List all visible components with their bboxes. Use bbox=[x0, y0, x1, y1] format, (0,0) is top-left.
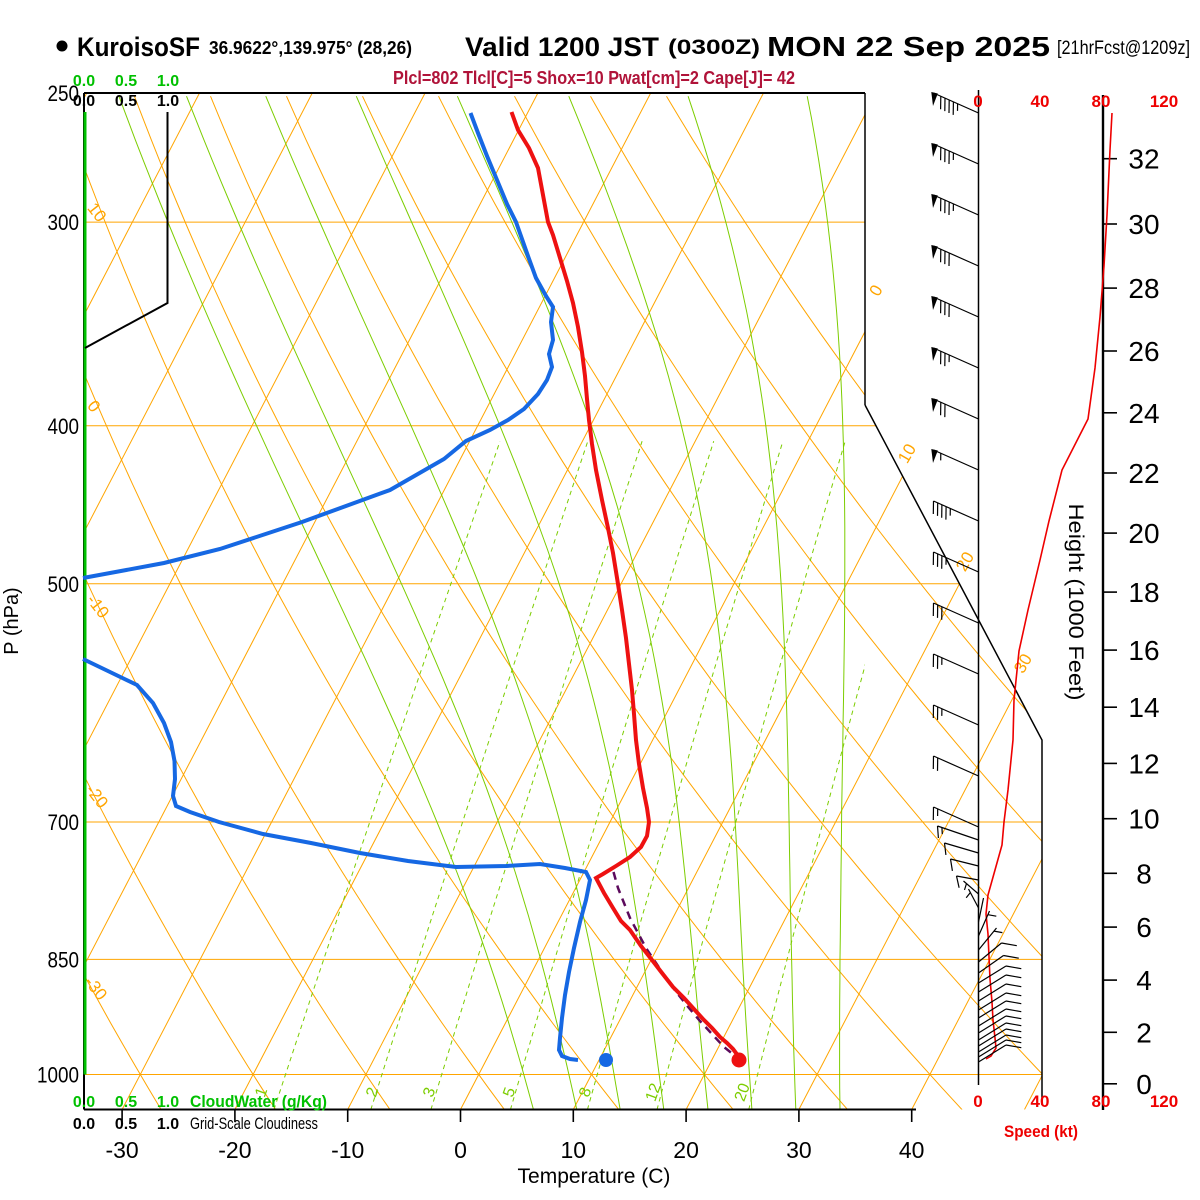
svg-text:400: 400 bbox=[48, 414, 80, 439]
svg-text:1.0: 1.0 bbox=[157, 1116, 179, 1133]
svg-text:(0300Z): (0300Z) bbox=[668, 36, 760, 59]
svg-text:0.5: 0.5 bbox=[115, 1094, 137, 1111]
svg-text:120: 120 bbox=[1150, 1092, 1178, 1111]
svg-text:-10: -10 bbox=[331, 1137, 364, 1163]
svg-text:20: 20 bbox=[673, 1137, 699, 1163]
svg-text:0.0: 0.0 bbox=[73, 73, 95, 90]
svg-text:700: 700 bbox=[48, 810, 80, 835]
svg-text:P (hPa): P (hPa) bbox=[1, 587, 23, 654]
svg-text:1.0: 1.0 bbox=[157, 93, 179, 110]
svg-text:22: 22 bbox=[1128, 458, 1159, 489]
svg-text:40: 40 bbox=[1031, 92, 1050, 111]
svg-text:20: 20 bbox=[732, 1081, 754, 1104]
svg-text:16: 16 bbox=[1128, 635, 1159, 666]
svg-text:0.0: 0.0 bbox=[73, 1094, 95, 1111]
svg-text:0.5: 0.5 bbox=[115, 1116, 137, 1133]
svg-text:250: 250 bbox=[48, 81, 80, 106]
svg-text:0.0: 0.0 bbox=[73, 1116, 95, 1133]
svg-text:Temperature (C): Temperature (C) bbox=[518, 1165, 671, 1188]
svg-text:28: 28 bbox=[1128, 273, 1159, 304]
svg-text:1000: 1000 bbox=[37, 1063, 79, 1088]
svg-text:36.9622°,139.975° (28,26): 36.9622°,139.975° (28,26) bbox=[209, 38, 412, 58]
svg-text:-20: -20 bbox=[218, 1137, 251, 1163]
svg-text:24: 24 bbox=[1128, 398, 1159, 429]
svg-text:80: 80 bbox=[1092, 92, 1111, 111]
svg-text:500: 500 bbox=[48, 572, 80, 597]
svg-text:Grid-Scale Cloudiness: Grid-Scale Cloudiness bbox=[190, 1114, 318, 1133]
svg-text:40: 40 bbox=[899, 1137, 925, 1163]
svg-text:18: 18 bbox=[1128, 577, 1159, 608]
svg-text:12: 12 bbox=[643, 1081, 665, 1104]
svg-text:0.5: 0.5 bbox=[115, 93, 137, 110]
svg-text:Height (1000 Feet): Height (1000 Feet) bbox=[1064, 504, 1087, 701]
svg-text:[21hrFcst@1209z]: [21hrFcst@1209z] bbox=[1057, 38, 1190, 59]
svg-text:1.0: 1.0 bbox=[157, 73, 179, 90]
svg-text:MON 22 Sep 2025: MON 22 Sep 2025 bbox=[767, 31, 1050, 62]
svg-text:6: 6 bbox=[1136, 912, 1152, 943]
svg-text:26: 26 bbox=[1128, 336, 1159, 367]
svg-text:10: 10 bbox=[1128, 804, 1159, 835]
svg-text:12: 12 bbox=[1128, 748, 1159, 779]
svg-text:8: 8 bbox=[1136, 858, 1152, 889]
svg-text:120: 120 bbox=[1150, 92, 1178, 111]
svg-text:4: 4 bbox=[1136, 965, 1152, 996]
svg-text:10: 10 bbox=[561, 1137, 587, 1163]
svg-text:850: 850 bbox=[48, 947, 80, 972]
svg-text:CloudWater (g/Kg): CloudWater (g/Kg) bbox=[190, 1092, 327, 1111]
svg-text:0: 0 bbox=[973, 92, 982, 111]
svg-text:Plcl=802 Tlcl[C]=5 Shox=10 Pwa: Plcl=802 Tlcl[C]=5 Shox=10 Pwat[cm]=2 Ca… bbox=[393, 68, 795, 88]
svg-text:KuroisoSF: KuroisoSF bbox=[77, 32, 200, 62]
svg-text:0: 0 bbox=[973, 1092, 982, 1111]
svg-text:-30: -30 bbox=[105, 1137, 138, 1163]
svg-text:20: 20 bbox=[1128, 518, 1159, 549]
svg-text:30: 30 bbox=[1128, 209, 1159, 240]
svg-text:0: 0 bbox=[1136, 1069, 1152, 1100]
svg-text:14: 14 bbox=[1128, 692, 1159, 723]
svg-text:Speed (kt): Speed (kt) bbox=[1004, 1122, 1078, 1141]
svg-text:80: 80 bbox=[1092, 1092, 1111, 1111]
svg-text:0.5: 0.5 bbox=[115, 73, 137, 90]
svg-text:1.0: 1.0 bbox=[157, 1094, 179, 1111]
svg-text:Valid 1200 JST: Valid 1200 JST bbox=[465, 32, 660, 62]
svg-text:2: 2 bbox=[1136, 1017, 1152, 1048]
svg-text:0: 0 bbox=[454, 1137, 467, 1163]
svg-text:32: 32 bbox=[1128, 144, 1159, 175]
svg-text:30: 30 bbox=[786, 1137, 812, 1163]
svg-text:0.0: 0.0 bbox=[73, 93, 95, 110]
svg-text:300: 300 bbox=[48, 210, 80, 235]
svg-text:40: 40 bbox=[1031, 1092, 1050, 1111]
